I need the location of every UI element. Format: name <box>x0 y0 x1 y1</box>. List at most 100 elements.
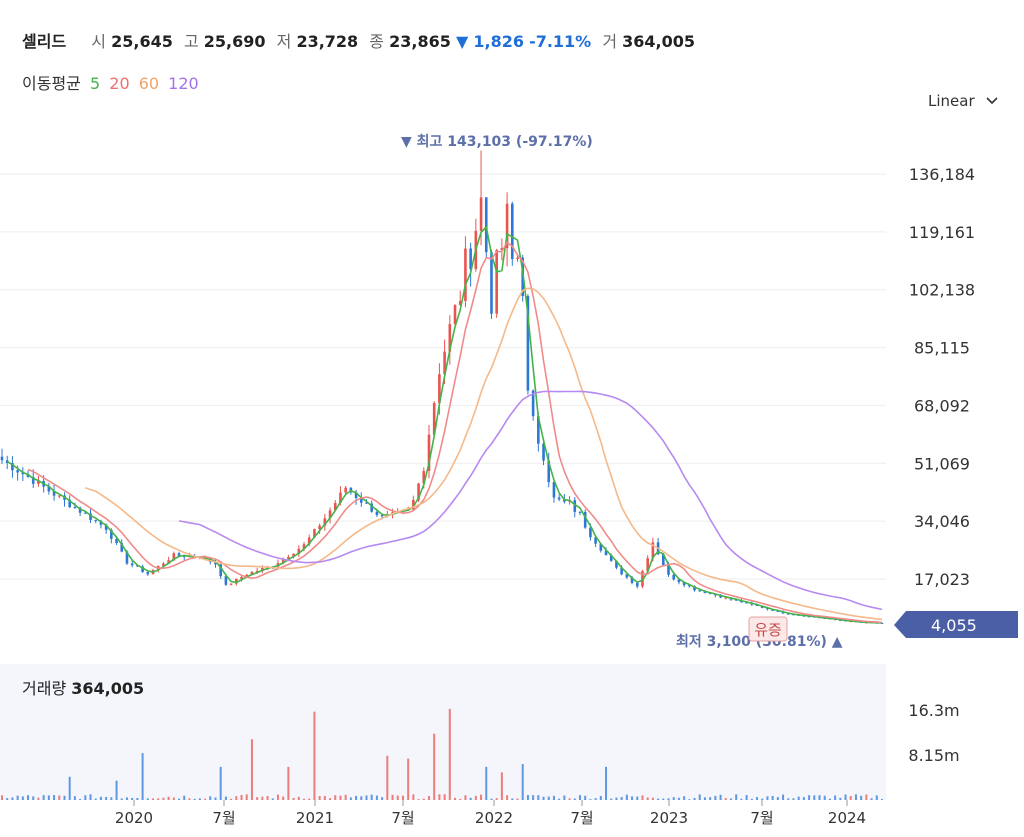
candle-body <box>318 525 321 530</box>
candle <box>344 485 347 495</box>
candle <box>359 492 363 507</box>
ma120-legend[interactable]: 120 <box>168 74 199 93</box>
candle-body <box>620 567 623 575</box>
volume-bar <box>646 797 649 800</box>
volume-bar <box>620 797 623 800</box>
volume-bar <box>282 796 285 800</box>
volume-header: 거래량 364,005 <box>22 675 144 699</box>
candle <box>635 582 639 589</box>
volume-bar <box>823 795 826 800</box>
volume-bar <box>422 798 425 800</box>
time-tick-label: 2022 <box>475 809 513 827</box>
volume-bar <box>870 798 873 800</box>
volume-bar <box>516 798 519 800</box>
candle-body <box>323 518 327 526</box>
high-value: 25,690 <box>203 32 266 51</box>
volume-bar <box>344 794 347 800</box>
candle-body <box>261 568 264 571</box>
candle <box>229 583 233 586</box>
candle <box>458 290 462 306</box>
candle-body <box>89 513 92 520</box>
candle-body <box>31 477 35 484</box>
candle-body <box>78 507 82 513</box>
candle-body <box>287 556 290 559</box>
candle-body <box>537 416 540 444</box>
candle-body <box>677 579 681 583</box>
current-price-tag: 4,055 <box>894 611 1018 638</box>
volume-bar <box>474 795 477 800</box>
candle-body <box>21 472 25 475</box>
candle-body <box>68 499 71 508</box>
volume-bar <box>323 795 326 800</box>
ma5-legend[interactable]: 5 <box>89 74 101 93</box>
volume-value: 364,005 <box>622 32 696 51</box>
close-value: 23,865 <box>389 32 451 51</box>
volume-bar <box>693 798 696 800</box>
volume-bar <box>625 794 628 800</box>
candle-body <box>578 511 582 513</box>
candle-body <box>505 203 509 249</box>
price-tick-label: 119,161 <box>909 223 975 242</box>
volume-bar <box>578 795 581 800</box>
candle <box>464 236 467 308</box>
candle-body <box>432 403 436 435</box>
volume-bar <box>511 798 514 800</box>
volume-bar <box>745 795 748 800</box>
volume-bar <box>854 794 857 800</box>
candle-body <box>745 602 748 604</box>
volume-bar <box>672 797 675 800</box>
volume-bar <box>401 795 404 800</box>
candle-body <box>73 507 77 509</box>
volume-bar <box>657 798 660 800</box>
volume-bar <box>266 796 269 800</box>
volume-bar <box>605 766 608 800</box>
candle <box>333 500 337 511</box>
volume-bar <box>454 797 457 800</box>
candle <box>510 201 514 266</box>
scale-dropdown[interactable]: Linear <box>928 92 999 110</box>
ma5-line <box>6 225 883 624</box>
volume-bar <box>490 798 493 800</box>
volume-bar <box>506 795 509 800</box>
volume-bar <box>750 798 753 800</box>
candle-body <box>635 582 639 587</box>
candle-body <box>547 460 551 483</box>
candle <box>219 562 222 580</box>
rights-offering-badge[interactable]: 유증 <box>748 616 788 642</box>
volume-bar <box>636 796 639 800</box>
ma20-legend[interactable]: 20 <box>109 74 130 93</box>
volume-bar <box>110 797 113 800</box>
volume-bar <box>230 798 233 800</box>
volume-bar <box>724 798 727 800</box>
candle-body <box>229 583 233 585</box>
candle-body <box>344 487 347 493</box>
change-percent: -7.11% <box>529 32 592 51</box>
ma120-line <box>178 390 883 611</box>
volume-bar <box>297 796 300 800</box>
volume-bar <box>193 798 196 800</box>
candle <box>21 467 25 481</box>
candle-body <box>651 542 655 559</box>
volume-bar <box>120 798 123 800</box>
volume-bar <box>308 798 311 800</box>
volume-bar <box>865 794 868 800</box>
time-tick-label: 2023 <box>650 809 688 827</box>
volume-bar <box>16 795 19 800</box>
volume-bar <box>152 798 155 800</box>
volume-bar <box>521 764 524 800</box>
volume-bar <box>787 798 790 800</box>
volume-bar <box>146 798 149 800</box>
volume-bar <box>178 798 181 800</box>
candle-body <box>526 296 530 391</box>
candle-body <box>719 595 722 598</box>
volume-bar <box>99 796 102 800</box>
volume-bar <box>615 797 618 800</box>
high-label: 고 <box>183 32 199 51</box>
ma60-legend[interactable]: 60 <box>138 74 160 93</box>
candle-body <box>609 555 613 561</box>
volume-tick-label: 8.15m <box>908 746 959 765</box>
candle-body <box>662 554 665 566</box>
volume-bar <box>73 796 76 800</box>
volume-bar <box>683 796 686 800</box>
